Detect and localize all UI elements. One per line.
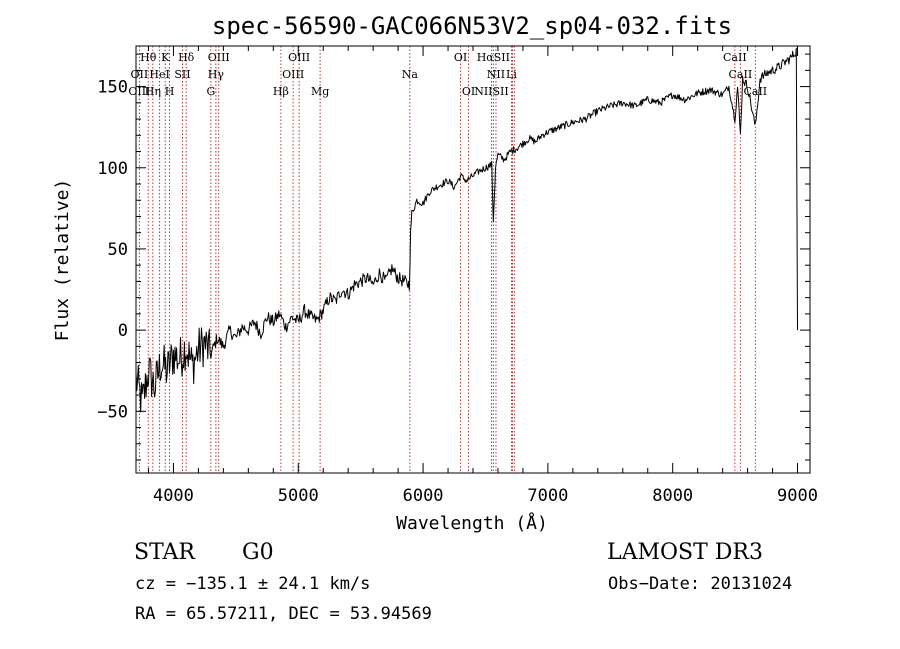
series-layer <box>135 47 798 413</box>
y-axis: −50 0 50 100 150 <box>97 53 810 461</box>
line-label-2: Hδ <box>178 51 195 64</box>
line-label-6: HαSII <box>477 51 510 64</box>
x-tick-label-9000: 9000 <box>777 486 818 506</box>
line-label-9: HeI <box>149 68 169 81</box>
y-tick-label-0: 0 <box>118 321 128 341</box>
line-label-11: Hγ <box>208 68 225 81</box>
y-tick-label-100: 100 <box>97 159 128 179</box>
line-label-17: OIII <box>128 85 150 98</box>
y-tick-label--50: −50 <box>97 402 128 422</box>
chart-title: spec-56590-GAC066N53V2_sp04-032.fits <box>212 12 732 40</box>
x-axis: 4000 5000 6000 7000 8000 9000 <box>147 46 818 506</box>
line-label-18: Hη <box>145 85 161 98</box>
line-label-22: Mg <box>311 85 329 98</box>
object-class: STAR <box>134 540 196 565</box>
y-tick-label-150: 150 <box>97 78 128 98</box>
line-label-0: Hθ <box>140 51 157 64</box>
line-labels: Hθ K Hδ OIII OIII OI HαSII CaII OII HeI SII Hγ OIII N… <box>128 51 767 98</box>
line-label-4: OIII <box>288 51 310 64</box>
line-label-14: NII <box>487 68 505 81</box>
spectrum-line-spectrum <box>135 47 798 413</box>
line-label-3: OIII <box>208 51 230 64</box>
x-axis-label: Wavelength (Å) <box>396 512 548 534</box>
y-tick-label-50: 50 <box>108 240 128 260</box>
line-markers <box>138 46 756 473</box>
line-label-15: Li <box>506 68 517 81</box>
line-label-16: CaII <box>729 68 753 81</box>
line-label-7: CaII <box>723 51 747 64</box>
line-label-21: Hβ <box>273 85 289 98</box>
line-label-5: OI <box>454 51 467 64</box>
x-tick-label-4000: 4000 <box>153 486 194 506</box>
coords-text: RA = 65.57211, DEC = 53.94569 <box>135 604 432 624</box>
line-label-10: SII <box>174 68 190 81</box>
line-label-8: OII <box>131 68 149 81</box>
line-label-25: CaII <box>743 85 767 98</box>
x-tick-label-8000: 8000 <box>652 486 693 506</box>
x-tick-label-6000: 6000 <box>403 486 444 506</box>
line-label-1: K <box>161 51 170 64</box>
plot-frame <box>135 45 811 474</box>
redshift-text: cz = −135.1 ± 24.1 km/s <box>135 574 370 594</box>
line-label-23: OI <box>462 85 475 98</box>
line-label-20: G <box>206 85 215 98</box>
y-axis-label: Flux (relative) <box>52 179 73 342</box>
x-tick-label-7000: 7000 <box>527 486 568 506</box>
line-label-12: OIII <box>282 68 304 81</box>
object-subclass: G0 <box>242 540 274 565</box>
line-label-19: H <box>165 85 175 98</box>
line-label-24: NIISII <box>474 85 509 98</box>
survey-name: LAMOST DR3 <box>607 540 763 565</box>
x-tick-label-5000: 5000 <box>278 486 319 506</box>
line-label-13: Na <box>402 68 419 81</box>
obs-date-text: Obs−Date: 20131024 <box>608 574 792 594</box>
